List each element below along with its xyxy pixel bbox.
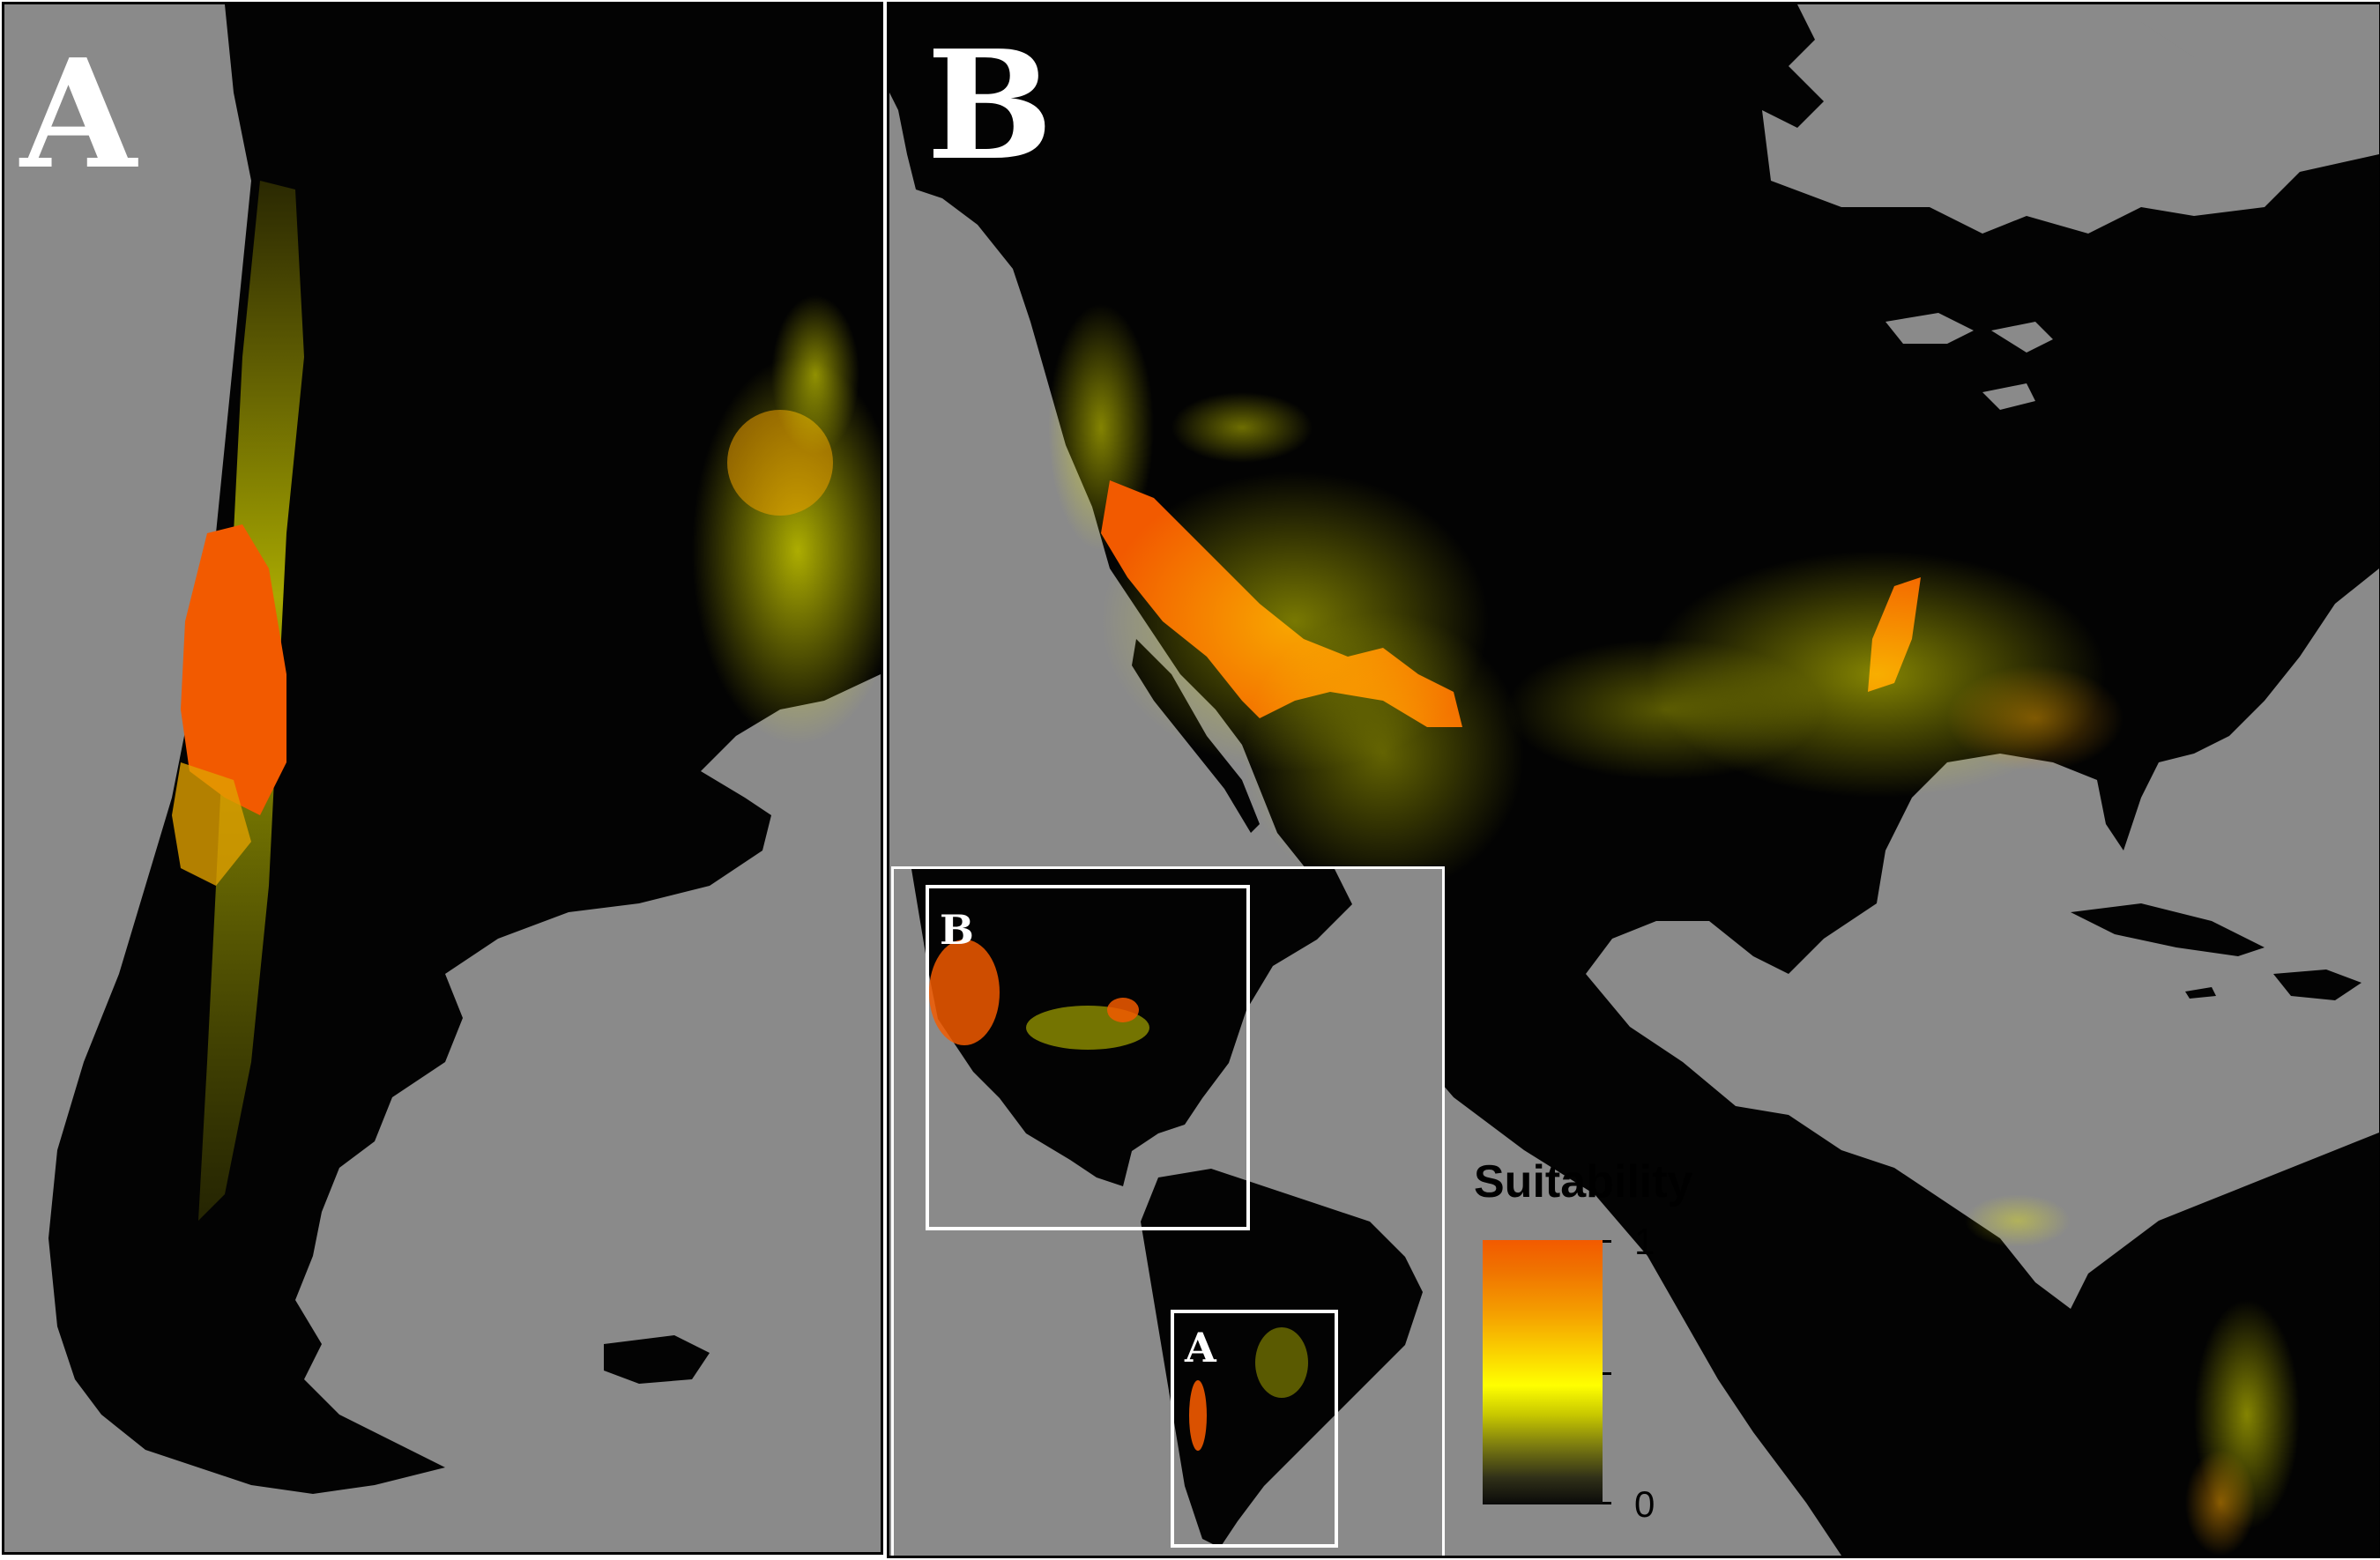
legend-min-label: 0 [1634,1483,1655,1525]
legend-tick-min [1603,1502,1611,1504]
falkland-islands [604,1335,710,1384]
hispaniola [2273,969,2361,1000]
inset-extent-box-a [1171,1310,1338,1548]
locator-inset-map: B A [891,866,1445,1556]
landmass [48,4,881,1494]
americas-locator-map [911,869,1423,1548]
legend-max-label: 1 [1634,1221,1655,1262]
legend-title: Suitability [1474,1156,1693,1207]
map-panel-b: B B A Suitability 1 0 [887,2,2380,1558]
inset-south-america [1141,1169,1423,1548]
suitability-legend: Suitability 1 0 [1474,1155,1774,1543]
inset-label-a: A [1185,1324,1216,1371]
southern-south-america-map [48,4,881,1494]
inset-north-america [911,869,1352,1186]
legend-color-ramp [1483,1240,1603,1504]
legend-tick-max [1603,1240,1611,1243]
central-chile-high-suitability [181,524,286,815]
inset-extent-box-b [926,885,1250,1230]
cuba [2071,903,2265,956]
inset-label-b: B [940,906,974,954]
panel-label-a: A [20,26,137,203]
map-panel-a: A [2,2,883,1555]
hudson-bay-area [1947,13,2194,163]
north-central-america-map [889,4,2379,1556]
legend-tick-mid [1603,1372,1611,1375]
panel-label-b: B [926,18,1053,194]
